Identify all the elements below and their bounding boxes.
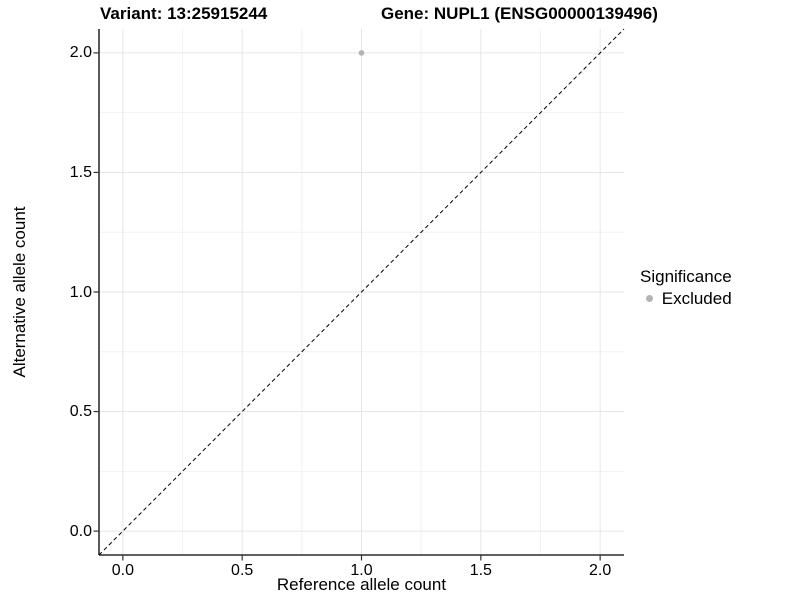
y-tick-label: 2.0 [69,44,92,62]
plot-title-variant: Variant: 13:25915244 [100,4,268,23]
y-tick-label: 0.0 [69,522,92,540]
data-point-excluded [358,50,365,56]
legend-item-label: Excluded [661,289,732,308]
legend-item-excluded: Excluded [640,289,732,308]
x-tick-label: 2.0 [589,562,612,579]
excluded-point-icon [646,295,653,302]
y-tick-label: 1.5 [69,163,92,181]
y-axis-title: Alternative allele count [10,206,29,378]
x-tick-label: 1.0 [350,562,373,579]
identity-dashed-line [98,28,625,556]
x-tick-label: 0.0 [111,562,134,579]
x-tick-label: 1.5 [469,562,492,579]
plot-title-gene: Gene: NUPL1 (ENSG00000139496) [381,4,658,23]
y-tick-label: 1.0 [69,283,92,301]
legend: Significance Excluded [640,267,732,308]
x-axis-title: Reference allele count [276,575,447,594]
y-tick-label: 0.5 [69,403,92,421]
x-tick-label: 0.5 [231,562,254,579]
legend-title: Significance [640,267,732,286]
